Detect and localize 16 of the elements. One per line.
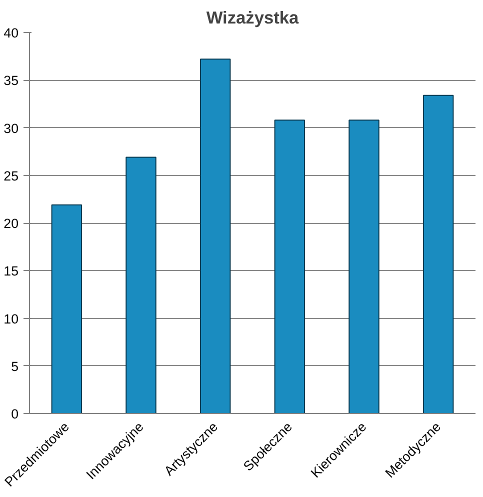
y-tick-label: 35 [4, 73, 19, 88]
y-tick-label: 20 [4, 216, 19, 231]
bar [51, 204, 82, 414]
y-tick-label: 25 [4, 168, 19, 184]
y-tick-label: 15 [4, 264, 19, 279]
y-tick-label: 40 [4, 26, 19, 40]
y-tick-label: 10 [4, 311, 19, 326]
y-tick-label: 0 [11, 406, 19, 422]
bar [348, 120, 380, 414]
bar [274, 120, 306, 414]
bar [126, 156, 156, 414]
y-tick-label: 30 [4, 120, 19, 136]
y-tick-label: 5 [11, 358, 19, 374]
bar [200, 58, 231, 414]
chart-title: Wizażystka [206, 8, 300, 28]
bar [422, 94, 454, 414]
